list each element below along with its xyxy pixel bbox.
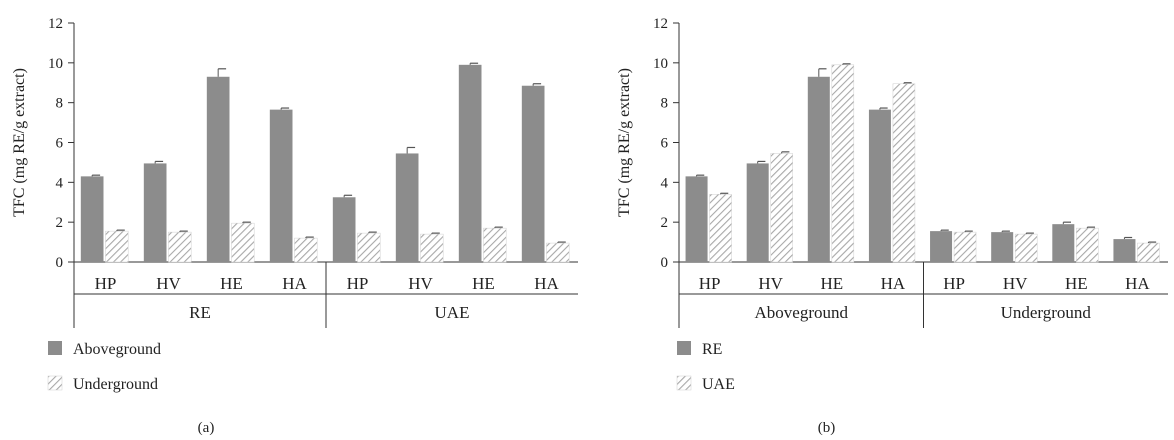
y-tick-label: 0 (661, 255, 669, 271)
category-label: HV (156, 274, 181, 293)
bar-underground (546, 242, 570, 263)
legend-swatch (48, 341, 62, 355)
panel-label: (a) (198, 420, 215, 436)
category-label: HP (95, 274, 117, 293)
bar-aboveground (80, 176, 104, 262)
legend-label: Aboveground (73, 341, 161, 358)
bar-uae (892, 83, 916, 263)
category-label: HA (534, 274, 559, 293)
y-tick-label: 8 (661, 96, 669, 112)
group-label: RE (189, 303, 211, 322)
bar-re (868, 109, 891, 262)
bar-re (685, 176, 708, 262)
chart-panel-a: 0 2 4 6 8 10 12 TFC (mg RE/g extract) HP HV HE HA HP… (11, 16, 578, 436)
bar-aboveground (143, 163, 167, 262)
y-tick-label: 2 (661, 215, 669, 231)
y-tick-label: 0 (56, 255, 64, 271)
bar-re (1113, 239, 1136, 262)
bar-underground (483, 227, 507, 263)
bar-re (930, 231, 953, 262)
category-label: HE (220, 274, 243, 293)
bar-uae (953, 231, 977, 263)
y-tick-label: 10 (653, 56, 668, 72)
bar-aboveground (332, 197, 356, 262)
y-tick-label: 12 (653, 16, 668, 32)
y-tick-label: 8 (56, 96, 64, 112)
bar-underground (105, 230, 129, 263)
category-label: HE (820, 274, 843, 293)
panel-label: (b) (818, 420, 836, 436)
legend-label: UAE (702, 376, 735, 393)
bar-underground (168, 231, 192, 263)
bar-underground (294, 237, 318, 263)
bar-aboveground (395, 153, 419, 262)
category-label: HV (758, 274, 783, 293)
bar-re (746, 163, 769, 262)
bar-aboveground (206, 76, 230, 263)
bar-uae (831, 64, 855, 263)
bar-re (991, 232, 1014, 262)
bar-uae (1137, 242, 1160, 263)
y-tick-label: 2 (56, 215, 64, 231)
legend-label: Underground (73, 376, 158, 393)
bar-uae (770, 153, 793, 263)
category-label: HV (1003, 274, 1028, 293)
category-label: HE (472, 274, 495, 293)
category-label: HA (1125, 274, 1150, 293)
group-label: Underground (1001, 303, 1092, 322)
bar-re (807, 76, 830, 263)
group-label: UAE (435, 303, 470, 322)
bar-aboveground (521, 85, 545, 262)
y-axis-label: TFC (mg RE/g extract) (11, 68, 28, 217)
group-label: Aboveground (755, 303, 849, 322)
category-label: HV (408, 274, 433, 293)
legend-label: RE (702, 341, 722, 358)
y-tick-label: 12 (48, 16, 63, 32)
category-label: HA (282, 274, 307, 293)
y-tick-label: 10 (48, 56, 63, 72)
legend-swatch (677, 341, 691, 355)
bar-aboveground (269, 109, 293, 262)
category-label: HP (699, 274, 721, 293)
bar-uae (1076, 227, 1099, 263)
y-axis-label: TFC (mg RE/g extract) (616, 68, 633, 217)
bar-uae (1014, 233, 1038, 263)
bar-uae (709, 194, 732, 263)
y-tick-label: 4 (56, 175, 64, 191)
bar-underground (231, 222, 255, 263)
bar-underground (357, 232, 381, 263)
y-tick-label: 6 (661, 136, 669, 152)
category-label: HP (943, 274, 965, 293)
bar-re (1052, 224, 1075, 262)
bar-aboveground (458, 64, 482, 262)
bar-underground (420, 233, 444, 263)
category-label: HA (881, 274, 906, 293)
y-tick-label: 4 (661, 175, 669, 191)
category-label: HP (347, 274, 369, 293)
category-label: HE (1065, 274, 1088, 293)
legend-swatch (676, 375, 692, 391)
chart-panel-b: 0 2 4 6 8 10 12 TFC (mg RE/g extract) HP HV HE HA HP… (616, 16, 1168, 436)
y-tick-label: 6 (56, 136, 64, 152)
legend-swatch (47, 375, 63, 391)
